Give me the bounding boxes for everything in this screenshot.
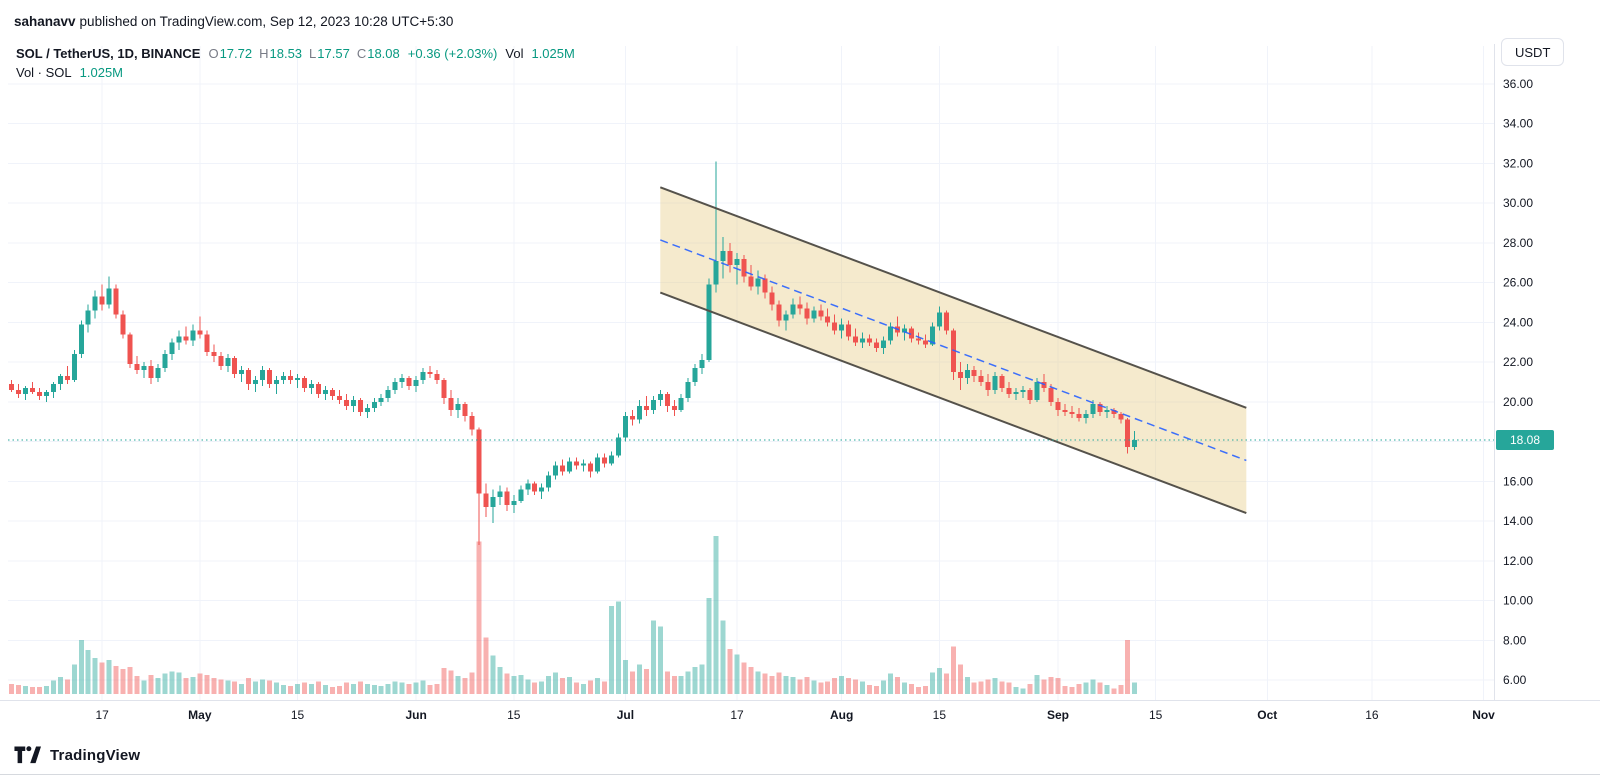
svg-text:10.00: 10.00 — [1503, 594, 1533, 608]
svg-text:17: 17 — [96, 708, 110, 722]
parallel-channel-lines[interactable] — [659, 186, 1247, 515]
legend-ohlc: O17.72 H18.53 L17.57 C18.08 — [208, 46, 399, 61]
volume-series — [8, 536, 1138, 694]
svg-text:34.00: 34.00 — [1503, 117, 1533, 131]
legend-row-main: SOL / TetherUS, 1D, BINANCE O17.72 H18.53… — [16, 44, 575, 63]
svg-text:24.00: 24.00 — [1503, 315, 1533, 329]
svg-text:17: 17 — [730, 708, 744, 722]
tradingview-logo-icon[interactable] — [14, 746, 41, 764]
bottom-divider — [0, 774, 1600, 775]
svg-text:16: 16 — [1365, 708, 1379, 722]
svg-text:Nov: Nov — [1472, 708, 1495, 722]
published-bar: sahanavv published on TradingView.com, S… — [14, 0, 453, 42]
svg-text:Oct: Oct — [1257, 708, 1277, 722]
symbol-title[interactable]: SOL / TetherUS, 1D, BINANCE — [16, 46, 201, 61]
svg-text:18.08: 18.08 — [1510, 433, 1540, 447]
price-change: +0.36 (+2.03%) — [407, 46, 498, 61]
volume-value: 1.025M — [531, 46, 575, 61]
svg-text:Aug: Aug — [830, 708, 853, 722]
price-axis[interactable]: 36.00 34.00 32.00 30.00 28.00 26.00 24.00 22.00… — [1503, 77, 1533, 687]
currency-button[interactable]: USDT — [1501, 38, 1565, 66]
legend-row-volume: Vol · SOL 1.025M — [16, 63, 575, 82]
ohlc-o: O17.72 — [208, 46, 253, 61]
svg-text:15: 15 — [1149, 708, 1163, 722]
published-text: published on TradingView.com, Sep 12, 20… — [79, 13, 454, 29]
svg-text:8.00: 8.00 — [1503, 633, 1527, 647]
svg-text:15: 15 — [291, 708, 305, 722]
ohlc-c: C18.08 — [356, 46, 400, 61]
candlestick-series — [8, 161, 1138, 545]
svg-text:May: May — [188, 708, 212, 722]
svg-text:Jul: Jul — [617, 708, 634, 722]
grid — [8, 46, 1494, 700]
chart-legend: SOL / TetherUS, 1D, BINANCE O17.72 H18.53… — [16, 44, 575, 82]
footer: TradingView — [0, 736, 1600, 774]
current-price-badge: 18.08 — [1496, 430, 1554, 451]
ohlc-l: L17.57 — [309, 46, 350, 61]
author-name: sahanavv — [14, 13, 76, 29]
svg-text:6.00: 6.00 — [1503, 673, 1527, 687]
volume-label: Vol — [505, 46, 524, 61]
svg-text:30.00: 30.00 — [1503, 196, 1533, 210]
svg-text:15: 15 — [507, 708, 521, 722]
brand-name[interactable]: TradingView — [50, 746, 141, 764]
svg-text:32.00: 32.00 — [1503, 156, 1533, 170]
svg-text:14.00: 14.00 — [1503, 514, 1533, 528]
svg-text:28.00: 28.00 — [1503, 236, 1533, 250]
volume-series-label: Vol · SOL — [16, 65, 72, 80]
svg-text:36.00: 36.00 — [1503, 77, 1533, 91]
svg-text:26.00: 26.00 — [1503, 276, 1533, 290]
svg-text:22.00: 22.00 — [1503, 355, 1533, 369]
time-axis[interactable]: 17 May 15 Jun 15 Jul 17 Aug 15 Sep 15 Oct 16 Nov — [96, 708, 1496, 722]
svg-text:Sep: Sep — [1047, 708, 1069, 722]
volume-series-value: 1.025M — [79, 65, 124, 80]
svg-text:20.00: 20.00 — [1503, 395, 1533, 409]
svg-text:Jun: Jun — [405, 708, 426, 722]
svg-text:16.00: 16.00 — [1503, 474, 1533, 488]
svg-text:12.00: 12.00 — [1503, 554, 1533, 568]
ohlc-h: H18.53 — [259, 46, 303, 61]
svg-text:15: 15 — [933, 708, 947, 722]
